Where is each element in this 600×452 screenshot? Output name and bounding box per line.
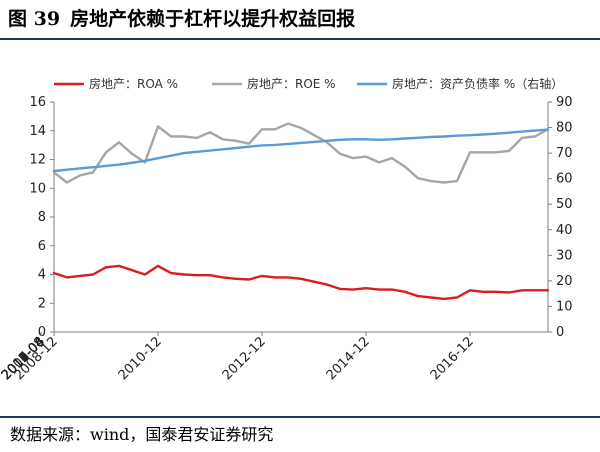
right-tick-label: 10	[556, 299, 573, 314]
bottom-rule	[0, 416, 600, 418]
left-tick-label: 2	[38, 296, 46, 311]
x-tick-label: 2014-12	[324, 334, 373, 383]
left-tick-label: 0	[38, 325, 46, 340]
right-tick-label: 90	[556, 95, 573, 110]
right-tick-label: 0	[556, 325, 564, 340]
figure-number: 图 39	[8, 8, 61, 30]
line-chart: 房地产：ROA % 房地产：ROE % 房地产：资产负债率 %（右轴） 0 2 4 6 8 1…	[0, 76, 573, 383]
x-tick-label: 2010-12	[116, 334, 165, 383]
source-note: 数据来源：wind，国泰君安证券研究	[10, 425, 274, 444]
chart-axes: 024681012141601020304050607080902008-122…	[0, 95, 573, 383]
right-tick-label: 70	[556, 146, 573, 161]
roe-series-line	[52, 122, 550, 184]
x-tick-label: 2012-12	[220, 334, 269, 383]
legend-label: 房地产：资产负债率 %（右轴）	[392, 76, 563, 91]
top-rule	[0, 38, 600, 40]
debt-ratio-series-line	[52, 128, 550, 173]
legend-label: 房地产：ROE %	[247, 76, 336, 91]
left-tick-label: 16	[29, 95, 46, 110]
roa-series-line	[52, 264, 550, 301]
right-tick-label: 40	[556, 223, 573, 238]
right-tick-label: 60	[556, 172, 573, 187]
chart-series	[52, 122, 550, 301]
figure-title-text: 房地产依赖于杠杆以提升权益回报	[70, 8, 356, 30]
chart-legend: 房地产：ROA % 房地产：ROE % 房地产：资产负债率 %（右轴）	[54, 76, 563, 91]
left-tick-label: 12	[29, 153, 46, 168]
legend-label: 房地产：ROA %	[89, 76, 178, 91]
left-tick-label: 14	[29, 124, 46, 139]
right-tick-label: 20	[556, 274, 573, 289]
x-tick-label: 2016-12	[428, 334, 477, 383]
right-tick-label: 80	[556, 121, 573, 136]
left-tick-label: 4	[38, 268, 46, 283]
right-tick-label: 50	[556, 197, 573, 212]
left-tick-label: 10	[29, 181, 46, 196]
left-tick-label: 8	[38, 210, 46, 225]
left-tick-label: 6	[38, 239, 46, 254]
figure-title: 图 39 房地产依赖于杠杆以提升权益回报	[8, 4, 355, 34]
right-tick-label: 30	[556, 248, 573, 263]
